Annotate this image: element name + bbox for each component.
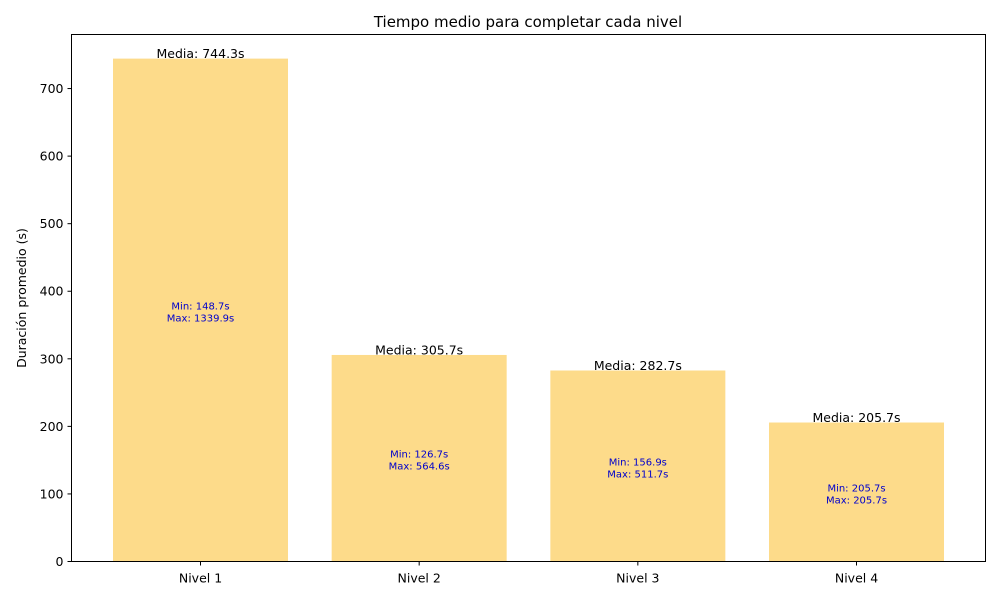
x-tick-label: Nivel 3 bbox=[616, 571, 659, 586]
min-label: Min: 126.7s bbox=[390, 450, 448, 461]
min-label: Min: 148.7s bbox=[171, 302, 229, 313]
y-tick-label: 200 bbox=[40, 419, 64, 434]
bar bbox=[331, 354, 507, 562]
y-tick-label: 400 bbox=[40, 284, 64, 299]
min-label: Min: 205.7s bbox=[827, 484, 885, 495]
y-tick-label: 700 bbox=[40, 81, 64, 96]
max-label: Max: 1339.9s bbox=[167, 314, 234, 325]
bars-group bbox=[113, 58, 945, 562]
y-tick-label: 0 bbox=[56, 554, 64, 569]
x-tick-label: Nivel 1 bbox=[179, 571, 222, 586]
x-axis: Nivel 1 Nivel 2 Nivel 3 Nivel 4 bbox=[179, 561, 878, 586]
mean-label: Media: 282.7s bbox=[594, 358, 682, 373]
chart-title: Tiempo medio para completar cada nivel bbox=[373, 13, 682, 31]
y-tick-label: 500 bbox=[40, 216, 64, 231]
x-tick-label: Nivel 4 bbox=[835, 571, 878, 586]
y-axis-label: Duración promedio (s) bbox=[14, 228, 29, 368]
mean-label: Media: 744.3s bbox=[156, 46, 244, 61]
mean-label: Media: 305.7s bbox=[375, 342, 463, 357]
bar bbox=[550, 370, 726, 562]
max-label: Max: 205.7s bbox=[826, 496, 887, 507]
x-tick-label: Nivel 2 bbox=[398, 571, 441, 586]
min-label: Min: 156.9s bbox=[609, 457, 667, 468]
bar bbox=[113, 58, 288, 562]
y-axis: 0 100 200 300 400 500 600 700 bbox=[40, 81, 72, 569]
plot-frame bbox=[71, 34, 986, 562]
y-tick-label: 300 bbox=[40, 351, 64, 366]
max-label: Max: 511.7s bbox=[607, 469, 668, 480]
y-tick-label: 100 bbox=[40, 486, 64, 501]
bar bbox=[769, 422, 945, 562]
mean-label: Media: 205.7s bbox=[812, 410, 900, 425]
y-tick-label: 600 bbox=[40, 149, 64, 164]
max-label: Max: 564.6s bbox=[389, 462, 450, 473]
